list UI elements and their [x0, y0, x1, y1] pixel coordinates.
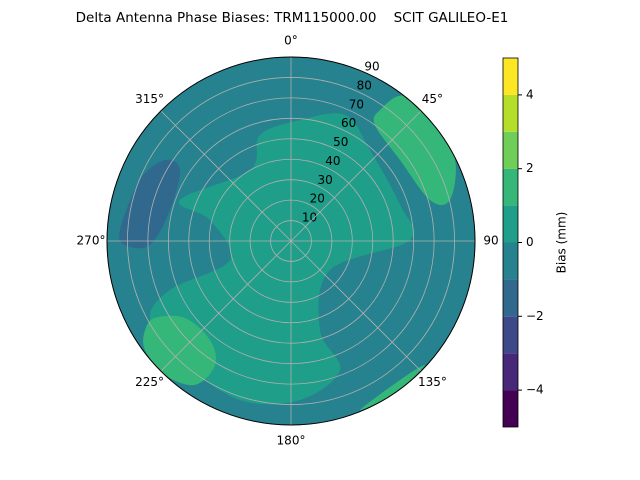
colorbar-segment: [503, 279, 518, 317]
contour-region: [149, 113, 415, 405]
colorbar-segment: [503, 316, 518, 354]
radial-tick-label: 50: [333, 135, 348, 149]
overlay: 10 20 30 40 50 60 70 80 90 0° 45° 90 135° 180° 225° 270…: [77, 34, 499, 448]
radial-tick-label: 20: [310, 192, 325, 206]
radial-tick-label: 90: [364, 60, 379, 74]
colorbar-segment: [503, 242, 518, 280]
colorbar-segment: [503, 205, 518, 243]
contour-region: [119, 159, 180, 249]
colorbar-segment: [503, 353, 518, 391]
angular-tick-label: 225°: [135, 375, 164, 389]
angular-tick-label: 0°: [284, 34, 298, 48]
colorbar-label: Bias (mm): [555, 212, 569, 274]
angular-grid-line: [290, 110, 422, 242]
radial-tick-label: 80: [357, 78, 372, 92]
radial-tick-label: 10: [302, 211, 317, 225]
contour-region: [359, 364, 425, 411]
chart-title: Delta Antenna Phase Biases: TRM115000.00…: [76, 10, 509, 26]
angular-grid-line: [160, 110, 292, 242]
colorbar-tick-label: −4: [526, 383, 544, 397]
polar-frame: [106, 56, 476, 426]
angular-tick-label: 90: [483, 234, 498, 248]
colorbar-segment: [503, 390, 518, 427]
radial-tick-label: 30: [317, 173, 332, 187]
colorbar-tick-label: 4: [526, 87, 534, 101]
colorbar-segment: [503, 131, 518, 169]
colorbar-segment: [503, 58, 518, 95]
radial-tick-label: 40: [325, 154, 340, 168]
radial-tick-label: 60: [341, 116, 356, 130]
radial-tick-label: 70: [349, 97, 364, 111]
angular-tick-label: 270°: [77, 234, 106, 248]
angular-tick-label: 180°: [277, 434, 306, 448]
colorbar-segment: [503, 168, 518, 206]
angular-grid-line: [290, 240, 422, 372]
angular-tick-label: 315°: [135, 92, 164, 106]
colorbar-segment: [503, 94, 518, 132]
colorbar-tick-label: 2: [526, 161, 534, 175]
colorbar-tick-label: 0: [526, 235, 534, 249]
contour-region: [143, 315, 217, 386]
colorbar-tick-label: −2: [526, 309, 544, 323]
contour-region: [373, 95, 456, 205]
angular-grid-line: [160, 240, 292, 372]
angular-tick-label: 135°: [418, 375, 447, 389]
angular-tick-label: 45°: [422, 92, 443, 106]
